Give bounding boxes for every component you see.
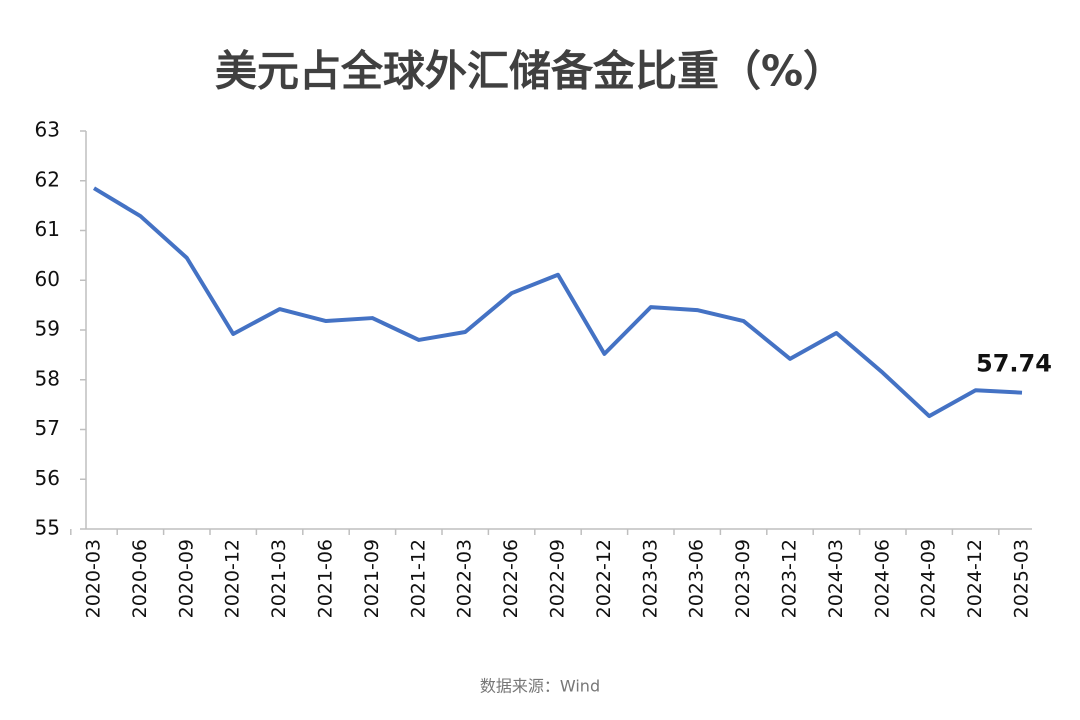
x-tick-label: 2024-09 — [918, 539, 940, 618]
data-label: 57.74 — [976, 350, 1052, 378]
y-tick-label: 62 — [35, 167, 60, 191]
x-tick-label: 2022-09 — [547, 539, 569, 618]
source-note: 数据来源：Wind — [480, 677, 600, 696]
x-tick-label: 2021-09 — [361, 539, 383, 618]
x-tick-label: 2024-12 — [964, 539, 986, 618]
y-tick-label: 57 — [35, 416, 60, 440]
y-tick-label: 63 — [35, 118, 60, 142]
x-tick-label: 2022-06 — [500, 539, 522, 618]
y-tick-label: 59 — [35, 317, 60, 341]
x-tick-label: 2021-06 — [315, 539, 337, 618]
x-tick-label: 2023-12 — [779, 539, 801, 618]
x-tick-label: 2022-12 — [593, 539, 615, 618]
x-tick-label: 2022-03 — [454, 539, 476, 618]
x-tick-label: 2024-03 — [825, 539, 847, 618]
x-tick-label: 2023-03 — [639, 539, 661, 618]
y-tick-label: 58 — [35, 366, 60, 390]
x-tick-label: 2020-06 — [129, 539, 151, 618]
x-tick-label: 2023-09 — [732, 539, 754, 618]
x-tick-label: 2020-03 — [83, 539, 105, 618]
x-tick-label: 2020-09 — [175, 539, 197, 618]
y-tick-label: 61 — [35, 217, 60, 241]
chart-title: 美元占全球外汇储备金比重（%） — [215, 47, 845, 96]
y-tick-label: 60 — [35, 267, 60, 291]
data-line — [92, 186, 1023, 419]
x-tick-label: 2023-06 — [686, 539, 708, 618]
x-tick-label: 2020-12 — [222, 539, 244, 618]
x-tick-label: 2021-03 — [268, 539, 290, 618]
x-tick-label: 2025-03 — [1011, 539, 1033, 618]
y-tick-label: 55 — [35, 516, 60, 540]
x-tick-label: 2021-12 — [407, 539, 429, 618]
y-tick-label: 56 — [35, 466, 60, 490]
x-tick-label: 2024-06 — [871, 539, 893, 618]
